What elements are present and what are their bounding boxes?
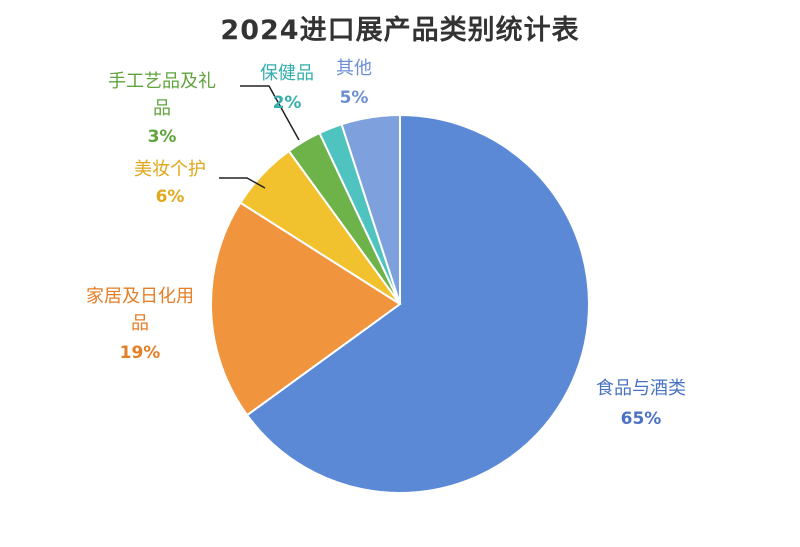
- chart-title: 2024进口展产品类别统计表: [220, 15, 580, 46]
- slice-percent-label: 5%: [340, 88, 369, 108]
- slice-percent-label: 6%: [156, 187, 185, 207]
- slice-label: 家居及日化用品: [86, 286, 194, 334]
- slice-percent-label: 2%: [273, 93, 302, 113]
- slice-percent-label: 3%: [148, 127, 177, 147]
- leader-line: [219, 177, 266, 189]
- slice-percent-label: 19%: [120, 343, 161, 363]
- slice-label: 保健品: [260, 63, 314, 84]
- pie-slice: [210, 201, 402, 417]
- labels-layer: 食品与酒类 65% 家居及日化用品 19% 美妆个护 6% 手工艺品及礼品 3% 保健品 2% 其他…: [86, 58, 686, 429]
- slice-label: 食品与酒类: [596, 378, 686, 399]
- leader-line: [240, 85, 300, 141]
- slice-percent-label: 65%: [621, 409, 662, 429]
- pie-slice: [340, 113, 401, 305]
- slices-layer: [210, 113, 590, 494]
- slice-label: 其他: [336, 58, 372, 79]
- pie-slice: [245, 113, 590, 494]
- leader-lines: [219, 85, 300, 189]
- slice-label: 手工艺品及礼品: [108, 71, 216, 119]
- slice-label: 美妆个护: [134, 159, 206, 180]
